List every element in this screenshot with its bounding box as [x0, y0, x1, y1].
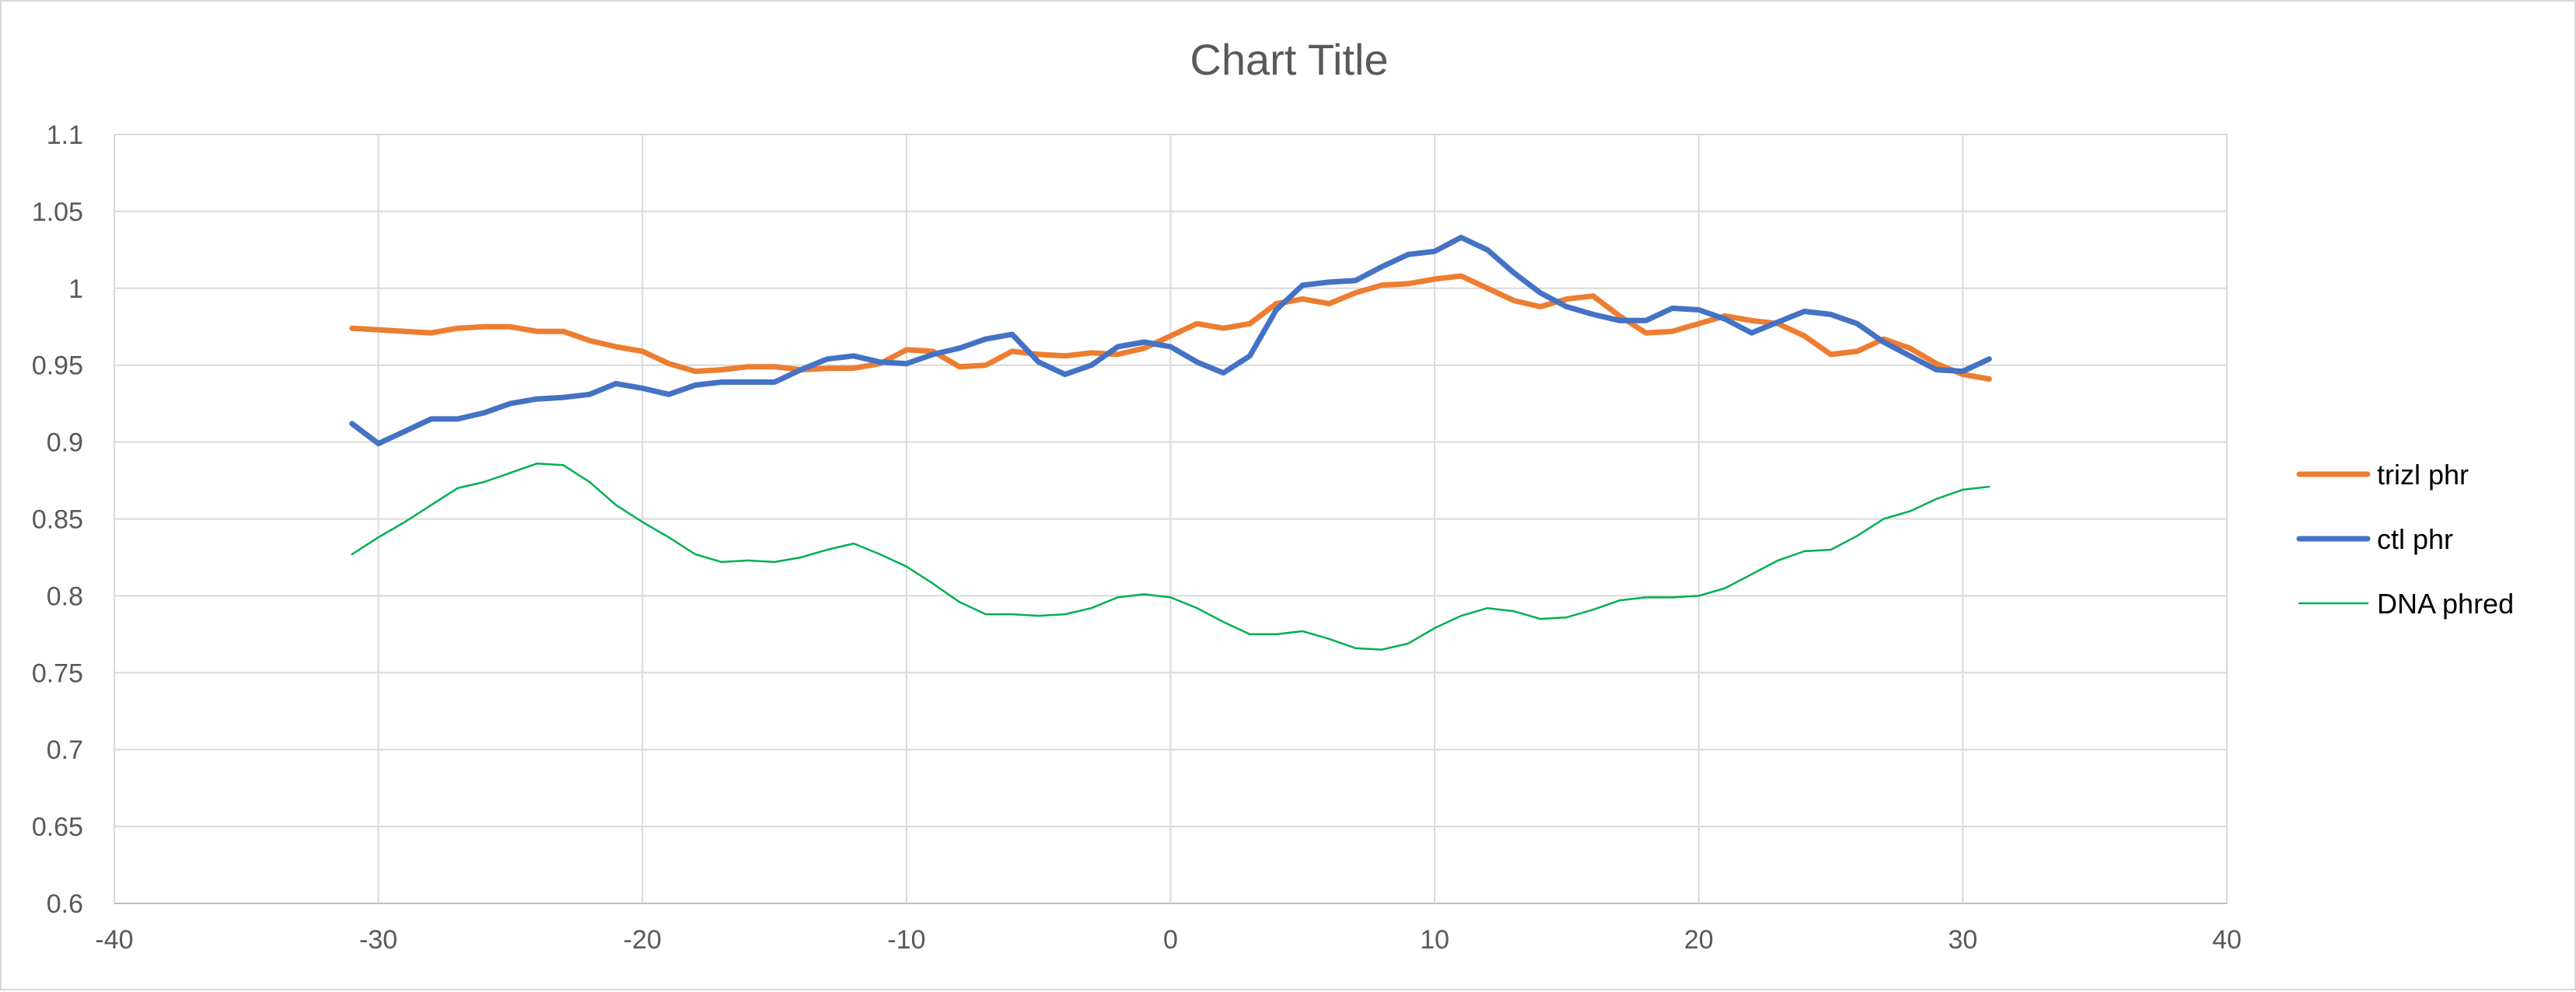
- series-lines: [349, 235, 1992, 651]
- x-axis-tick-labels: -40 -30 -20 -10 0 10 20 30 40: [95, 925, 2241, 955]
- chart-title: Chart Title: [1190, 35, 1388, 84]
- series-line-dna-phred: [351, 463, 1991, 651]
- legend-label: trizl phr: [2377, 459, 2469, 491]
- y-tick-label: 1.05: [32, 197, 83, 227]
- x-tick-label: 0: [1163, 925, 1178, 955]
- y-tick-label: 0.7: [47, 735, 83, 765]
- y-tick-label: 0.65: [32, 812, 83, 842]
- y-tick-label: 0.95: [32, 351, 83, 381]
- x-tick-label: -20: [624, 925, 662, 955]
- x-tick-label: 30: [1948, 925, 1977, 955]
- x-tick-label: 40: [2212, 925, 2242, 955]
- y-tick-label: 0.75: [32, 658, 83, 688]
- x-tick-label: 10: [1420, 925, 1449, 955]
- series-line-ctl-phr: [349, 235, 1992, 447]
- y-tick-label: 0.6: [47, 889, 83, 919]
- y-tick-label: 0.8: [47, 582, 83, 611]
- gridlines: [114, 134, 2228, 904]
- y-axis-tick-labels: 0.6 0.65 0.7 0.75 0.8 0.85 0.9 0.95 1 1.05 1.1: [32, 121, 83, 919]
- x-tick-label: -30: [359, 925, 397, 955]
- legend-label: DNA phred: [2377, 588, 2514, 620]
- y-tick-label: 1.1: [47, 121, 83, 150]
- x-tick-label: 20: [1684, 925, 1714, 955]
- x-tick-label: -10: [887, 925, 925, 955]
- x-tick-label: -40: [95, 925, 133, 955]
- y-tick-label: 0.85: [32, 505, 83, 535]
- y-tick-label: 1: [68, 274, 83, 304]
- legend-label: ctl phr: [2377, 523, 2453, 555]
- plot-area-border: [114, 134, 2227, 904]
- y-tick-label: 0.9: [47, 428, 83, 458]
- legend: trizl phr ctl phr DNA phred: [2296, 459, 2514, 620]
